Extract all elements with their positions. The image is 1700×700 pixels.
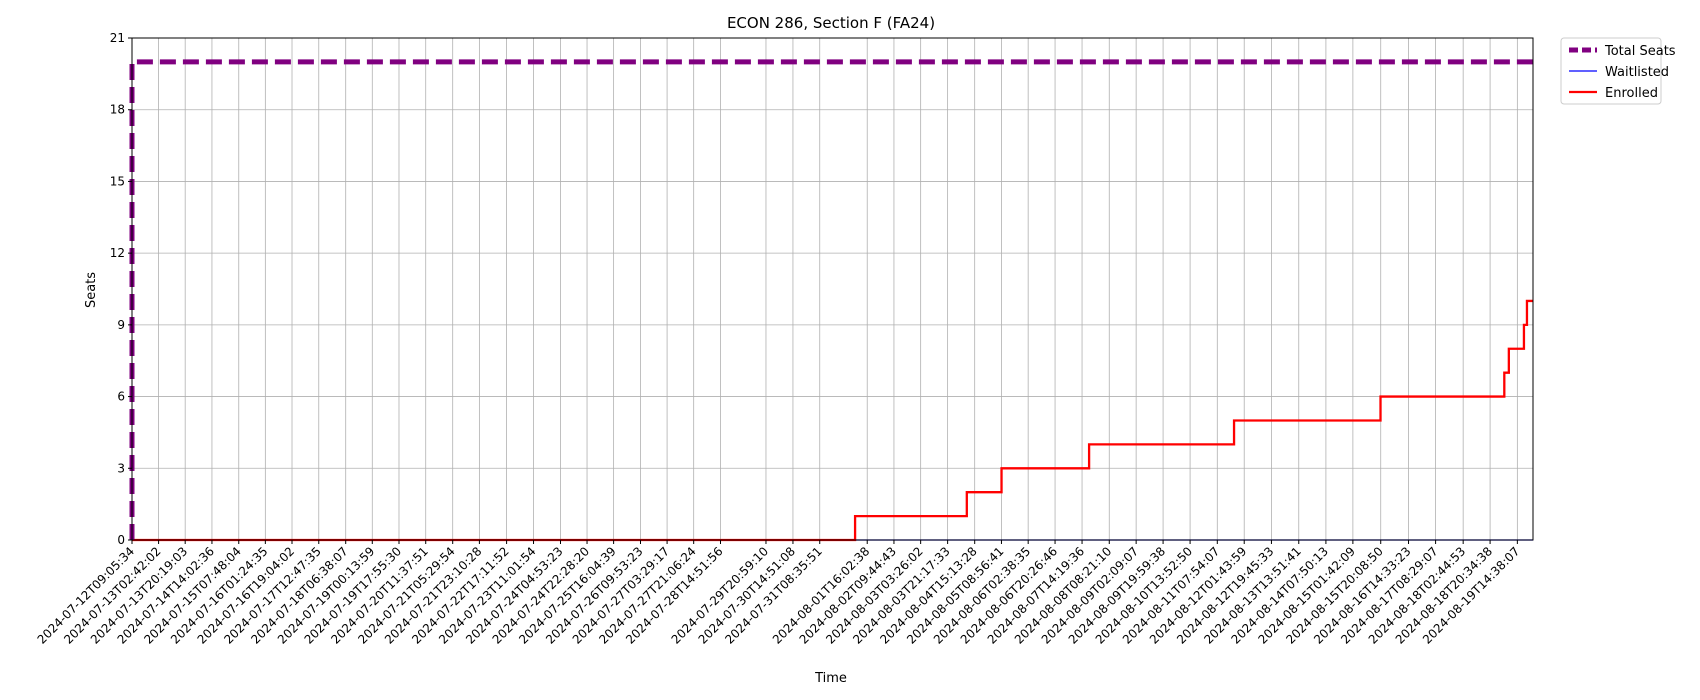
y-tick-label: 12 [110, 246, 125, 260]
plot-frame [131, 37, 1534, 541]
y-tick-label: 3 [117, 461, 125, 475]
y-tick-label: 18 [110, 103, 125, 117]
x-axis-title: Time [814, 671, 847, 686]
y-tick-label: 21 [110, 31, 125, 45]
y-tick-label: 0 [117, 533, 125, 547]
legend-label-waitlisted: Waitlisted [1605, 65, 1669, 80]
y-axis-title: Seats [84, 272, 99, 308]
legend-box [1560, 37, 1662, 105]
axis-ticks: 0369121518212024-07-12T09:05:342024-07-1… [35, 31, 1523, 647]
grid-lines [131, 37, 1533, 541]
legend-label-total-seats: Total Seats [1604, 44, 1676, 59]
series-line-total-seats [129, 59, 1533, 540]
y-tick-label: 9 [117, 318, 125, 332]
y-tick-label: 15 [110, 174, 125, 188]
y-tick-label: 6 [117, 390, 125, 404]
series-line-enrolled [132, 299, 1533, 542]
legend-label-enrolled: Enrolled [1605, 86, 1658, 101]
legend: Total Seats Waitlisted Enrolled [1560, 37, 1676, 105]
chart-title: ECON 286, Section F (FA24) [727, 14, 935, 32]
